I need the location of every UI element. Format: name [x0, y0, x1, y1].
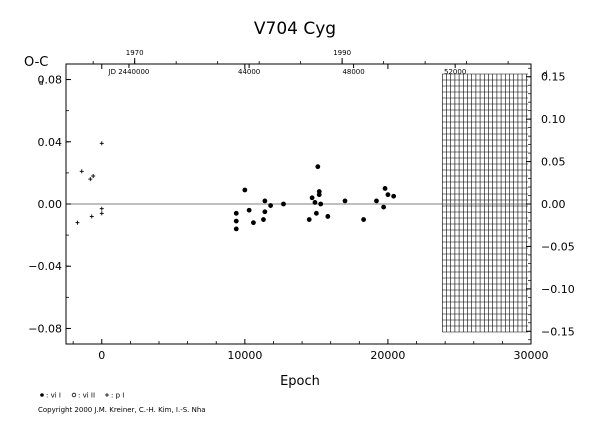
data-point-vi-i: [233, 218, 239, 224]
jd-tick-label: JD 2440000: [108, 68, 150, 76]
y-right-tick-label: 0.00: [541, 198, 566, 211]
x-tick-label: 10000: [227, 349, 262, 362]
data-point-p-i: [99, 141, 104, 146]
y-right-tick-label: −0.15: [541, 325, 575, 338]
x-tick-label: 0: [98, 349, 105, 362]
year-tick-label: 1970: [126, 49, 144, 57]
y-tick-label: −0.08: [28, 322, 62, 335]
data-point-vi-i: [309, 195, 315, 201]
x-tick-label: 30000: [514, 349, 549, 362]
legend-label: : vi I: [46, 392, 61, 400]
y-right-tick-label: −0.05: [541, 240, 575, 253]
data-point-p-i: [91, 174, 96, 178]
data-points: [75, 141, 397, 232]
x-axis-label: Epoch: [280, 374, 320, 389]
data-point-p-i: [79, 169, 84, 174]
data-point-p-i: [75, 220, 80, 225]
y-axis-unit: d: [39, 79, 43, 87]
y-right-tick-label: −0.10: [541, 283, 575, 296]
hatched-region: [441, 73, 529, 333]
data-point-vi-i: [246, 207, 252, 213]
y-tick-label: 0.08: [38, 74, 63, 87]
data-point-p-i: [88, 177, 93, 182]
data-point-vi-i: [315, 164, 321, 170]
legend-label: : vi II: [78, 392, 95, 400]
data-point-vi-i: [374, 198, 379, 204]
x-tick-label: 20000: [370, 349, 405, 362]
data-point-vi-i: [391, 193, 397, 199]
data-point-vi-i: [262, 209, 268, 215]
data-point-vi-i: [385, 192, 391, 198]
legend-symbol-open-circle: [71, 392, 77, 398]
data-point-p-i: [99, 206, 104, 211]
data-point-vi-i: [251, 220, 256, 226]
data-point-vi-i: [361, 217, 366, 222]
data-point-vi-i: [306, 217, 312, 222]
data-point-vi-i: [242, 187, 248, 193]
data-point-p-i: [99, 211, 104, 216]
data-point-vi-i: [325, 214, 331, 219]
data-point-vi-i: [233, 210, 239, 216]
data-point-vi-i: [313, 210, 319, 216]
legend-label: : p I: [111, 392, 124, 400]
data-point-vi-i: [233, 226, 239, 232]
y-right-tick-label: 0.15: [541, 71, 566, 84]
data-point-vi-i: [318, 201, 324, 207]
data-point-p-i: [89, 214, 94, 219]
copyright-note: Copyright 2000 J.M. Kreiner, C.-H. Kim, …: [38, 406, 206, 414]
axes-ticks: 0 10000 20000 30000 −0.08 −0.04 0.00 0.04 0.08 −0…: [28, 49, 574, 362]
data-point-vi-i: [268, 203, 273, 208]
y-right-tick-label: 0.10: [541, 113, 566, 126]
data-point-vi-i: [262, 198, 268, 204]
y-tick-label: 0.04: [38, 136, 63, 149]
data-point-vi-i: [281, 201, 286, 207]
year-tick-label: 1990: [333, 49, 351, 57]
y-tick-label: −0.04: [28, 260, 62, 273]
legend: : vi I : vi II : p I: [40, 392, 124, 400]
y-axis-label: O-C: [24, 55, 48, 70]
data-point-vi-i: [382, 186, 388, 191]
data-point-vi-i: [316, 192, 322, 198]
data-point-vi-i: [381, 204, 387, 210]
data-point-vi-i: [312, 200, 318, 205]
data-point-vi-i: [342, 198, 348, 204]
data-point-vi-i: [261, 217, 266, 222]
jd-tick-label: 48000: [342, 68, 364, 76]
y-right-axis-unit: d: [543, 70, 547, 78]
jd-tick-label: 44000: [238, 68, 260, 76]
jd-tick-label: 52000: [444, 68, 466, 76]
y-right-tick-label: 0.05: [541, 156, 566, 169]
chart-title: V704 Cyg: [254, 19, 336, 39]
legend-symbol-filled-circle: [40, 393, 44, 397]
y-tick-label: 0.00: [38, 198, 63, 211]
